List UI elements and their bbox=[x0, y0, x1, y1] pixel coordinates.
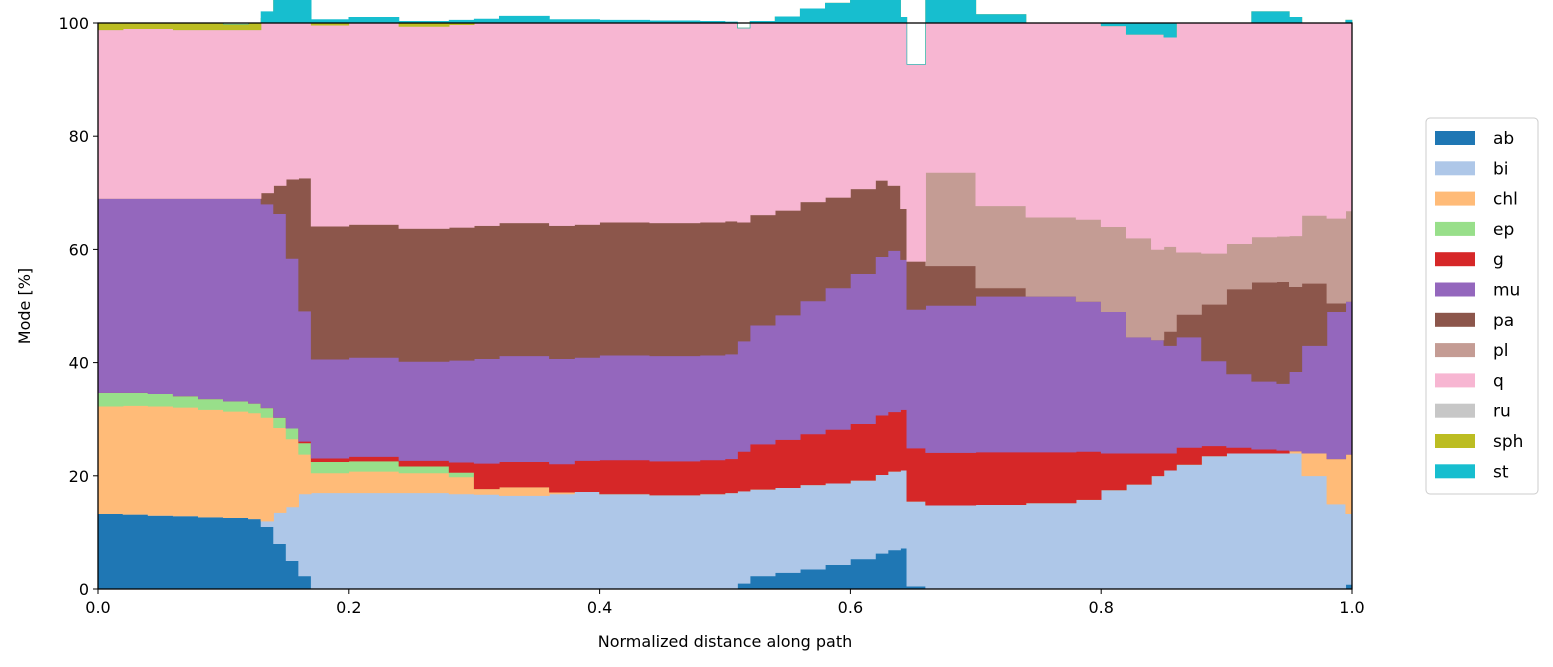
y-axis-label: Mode [%] bbox=[15, 268, 34, 344]
x-tick-label: 0.0 bbox=[85, 598, 110, 617]
y-tick-label: 60 bbox=[69, 240, 89, 259]
legend-swatch-pl bbox=[1435, 343, 1475, 358]
legend-frame bbox=[1425, 117, 1539, 495]
plot-frame bbox=[97, 22, 1353, 590]
legend-label-q: q bbox=[1493, 371, 1504, 391]
y-tick-label: 20 bbox=[69, 467, 89, 486]
legend-swatch-pa bbox=[1435, 312, 1475, 327]
legend-swatch-ru bbox=[1435, 403, 1475, 418]
legend-label-ep: ep bbox=[1493, 220, 1514, 240]
x-tick-label: 0.8 bbox=[1088, 598, 1113, 617]
legend-label-pl: pl bbox=[1493, 341, 1509, 361]
x-axis-label: Normalized distance along path bbox=[598, 632, 853, 651]
legend-swatch-chl bbox=[1435, 191, 1475, 206]
legend-swatch-ep bbox=[1435, 221, 1475, 236]
plot-area bbox=[97, 0, 1353, 590]
x-tick-label: 0.4 bbox=[587, 598, 612, 617]
legend-swatch-bi bbox=[1435, 161, 1475, 176]
y-tick-label: 100 bbox=[58, 14, 89, 33]
x-axis: 0.0 0.2 0.4 0.6 0.8 1.0 bbox=[85, 589, 1365, 617]
legend-label-ab: ab bbox=[1493, 129, 1514, 149]
x-tick-label: 0.6 bbox=[838, 598, 863, 617]
legend-label-chl: chl bbox=[1493, 190, 1518, 210]
legend-label-st: st bbox=[1493, 462, 1509, 482]
legend-swatch-mu bbox=[1435, 282, 1475, 297]
y-tick-label: 0 bbox=[79, 580, 89, 599]
x-tick-label: 1.0 bbox=[1339, 598, 1364, 617]
legend-swatch-ab bbox=[1435, 131, 1475, 145]
legend-swatch-g bbox=[1435, 252, 1475, 267]
legend-label-mu: mu bbox=[1493, 281, 1520, 301]
legend-label-ru: ru bbox=[1493, 402, 1511, 422]
legend-swatch-sph bbox=[1435, 434, 1475, 448]
legend-label-g: g bbox=[1493, 250, 1504, 270]
legend-swatch-q bbox=[1435, 373, 1475, 388]
y-tick-label: 80 bbox=[69, 127, 89, 146]
legend-label-pa: pa bbox=[1493, 311, 1514, 331]
x-tick-label: 0.2 bbox=[336, 598, 361, 617]
legend-label-bi: bi bbox=[1493, 159, 1509, 179]
legend-swatch-st bbox=[1435, 464, 1475, 479]
legend: ab bi chl ep g mu pa pl q ru sph st bbox=[1425, 117, 1539, 495]
legend-label-sph: sph bbox=[1493, 432, 1523, 452]
y-axis: 0 20 40 60 80 100 bbox=[58, 14, 98, 599]
y-tick-label: 40 bbox=[69, 354, 89, 373]
